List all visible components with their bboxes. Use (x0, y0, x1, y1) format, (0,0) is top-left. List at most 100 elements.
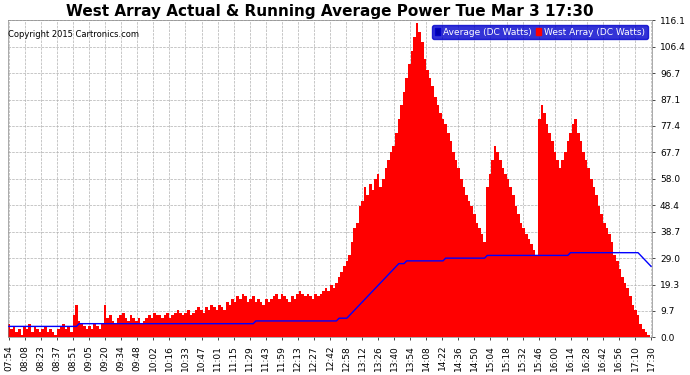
Bar (315, 294, 317, 338)
Bar (132, 318, 135, 338)
Bar (364, 187, 366, 338)
Bar (374, 179, 377, 338)
Bar (228, 304, 231, 338)
Bar (502, 168, 504, 338)
Bar (10, 329, 13, 338)
Bar (504, 174, 506, 338)
Bar (153, 313, 156, 338)
Bar (580, 141, 582, 338)
Bar (36, 329, 39, 338)
Bar (174, 313, 177, 338)
Bar (195, 310, 197, 338)
Bar (408, 64, 411, 338)
Bar (520, 223, 522, 338)
Bar (395, 132, 397, 338)
Bar (224, 310, 226, 338)
Bar (187, 310, 190, 338)
Bar (522, 228, 525, 338)
Bar (193, 313, 195, 338)
Bar (130, 315, 132, 338)
Bar (366, 195, 369, 338)
Bar (203, 313, 205, 338)
Bar (181, 315, 184, 338)
Bar (634, 310, 637, 338)
Bar (62, 324, 65, 338)
Bar (460, 179, 462, 338)
Bar (322, 291, 325, 338)
Bar (257, 299, 259, 338)
Bar (57, 329, 59, 338)
Bar (275, 294, 278, 338)
Bar (457, 168, 460, 338)
Bar (489, 174, 491, 338)
Bar (613, 255, 616, 338)
Bar (471, 206, 473, 338)
Bar (335, 283, 337, 338)
Bar (371, 190, 374, 338)
Bar (255, 302, 257, 338)
Legend: Average (DC Watts), West Array (DC Watts): Average (DC Watts), West Array (DC Watts… (432, 25, 648, 39)
Bar (299, 291, 302, 338)
Bar (278, 299, 281, 338)
Bar (397, 119, 400, 338)
Bar (574, 119, 577, 338)
Bar (600, 214, 603, 338)
Bar (543, 113, 546, 338)
Bar (109, 315, 112, 338)
Bar (382, 179, 384, 338)
Bar (293, 299, 296, 338)
Bar (499, 160, 502, 338)
Bar (369, 184, 371, 338)
Bar (101, 324, 104, 338)
Bar (598, 206, 600, 338)
Bar (237, 296, 239, 338)
Bar (506, 179, 509, 338)
Bar (538, 119, 540, 338)
Bar (603, 223, 606, 338)
Bar (556, 160, 559, 338)
Bar (93, 324, 96, 338)
Bar (249, 299, 252, 338)
Bar (549, 132, 551, 338)
Bar (234, 302, 237, 338)
Bar (86, 329, 88, 338)
Bar (618, 269, 621, 338)
Bar (127, 321, 130, 338)
Bar (416, 23, 418, 338)
Bar (569, 132, 572, 338)
Bar (562, 160, 564, 338)
Bar (159, 315, 161, 338)
Bar (444, 124, 447, 338)
Bar (553, 152, 556, 338)
Bar (559, 168, 562, 338)
Bar (468, 201, 471, 338)
Bar (23, 326, 26, 338)
Bar (137, 318, 140, 338)
Bar (584, 160, 587, 338)
Bar (627, 288, 629, 338)
Bar (405, 78, 408, 338)
Bar (317, 296, 319, 338)
Bar (200, 310, 203, 338)
Bar (146, 318, 148, 338)
Bar (403, 92, 405, 338)
Bar (530, 244, 533, 338)
Bar (31, 332, 34, 338)
Title: West Array Actual & Running Average Power Tue Mar 3 17:30: West Array Actual & Running Average Powe… (66, 4, 594, 19)
Bar (59, 326, 62, 338)
Bar (525, 234, 528, 338)
Bar (68, 326, 70, 338)
Bar (587, 168, 590, 338)
Bar (546, 124, 549, 338)
Bar (640, 324, 642, 338)
Bar (96, 326, 99, 338)
Bar (517, 214, 520, 338)
Bar (221, 307, 224, 338)
Bar (148, 315, 150, 338)
Bar (171, 315, 174, 338)
Bar (55, 334, 57, 338)
Bar (483, 242, 486, 338)
Bar (593, 187, 595, 338)
Bar (52, 332, 55, 338)
Bar (462, 187, 465, 338)
